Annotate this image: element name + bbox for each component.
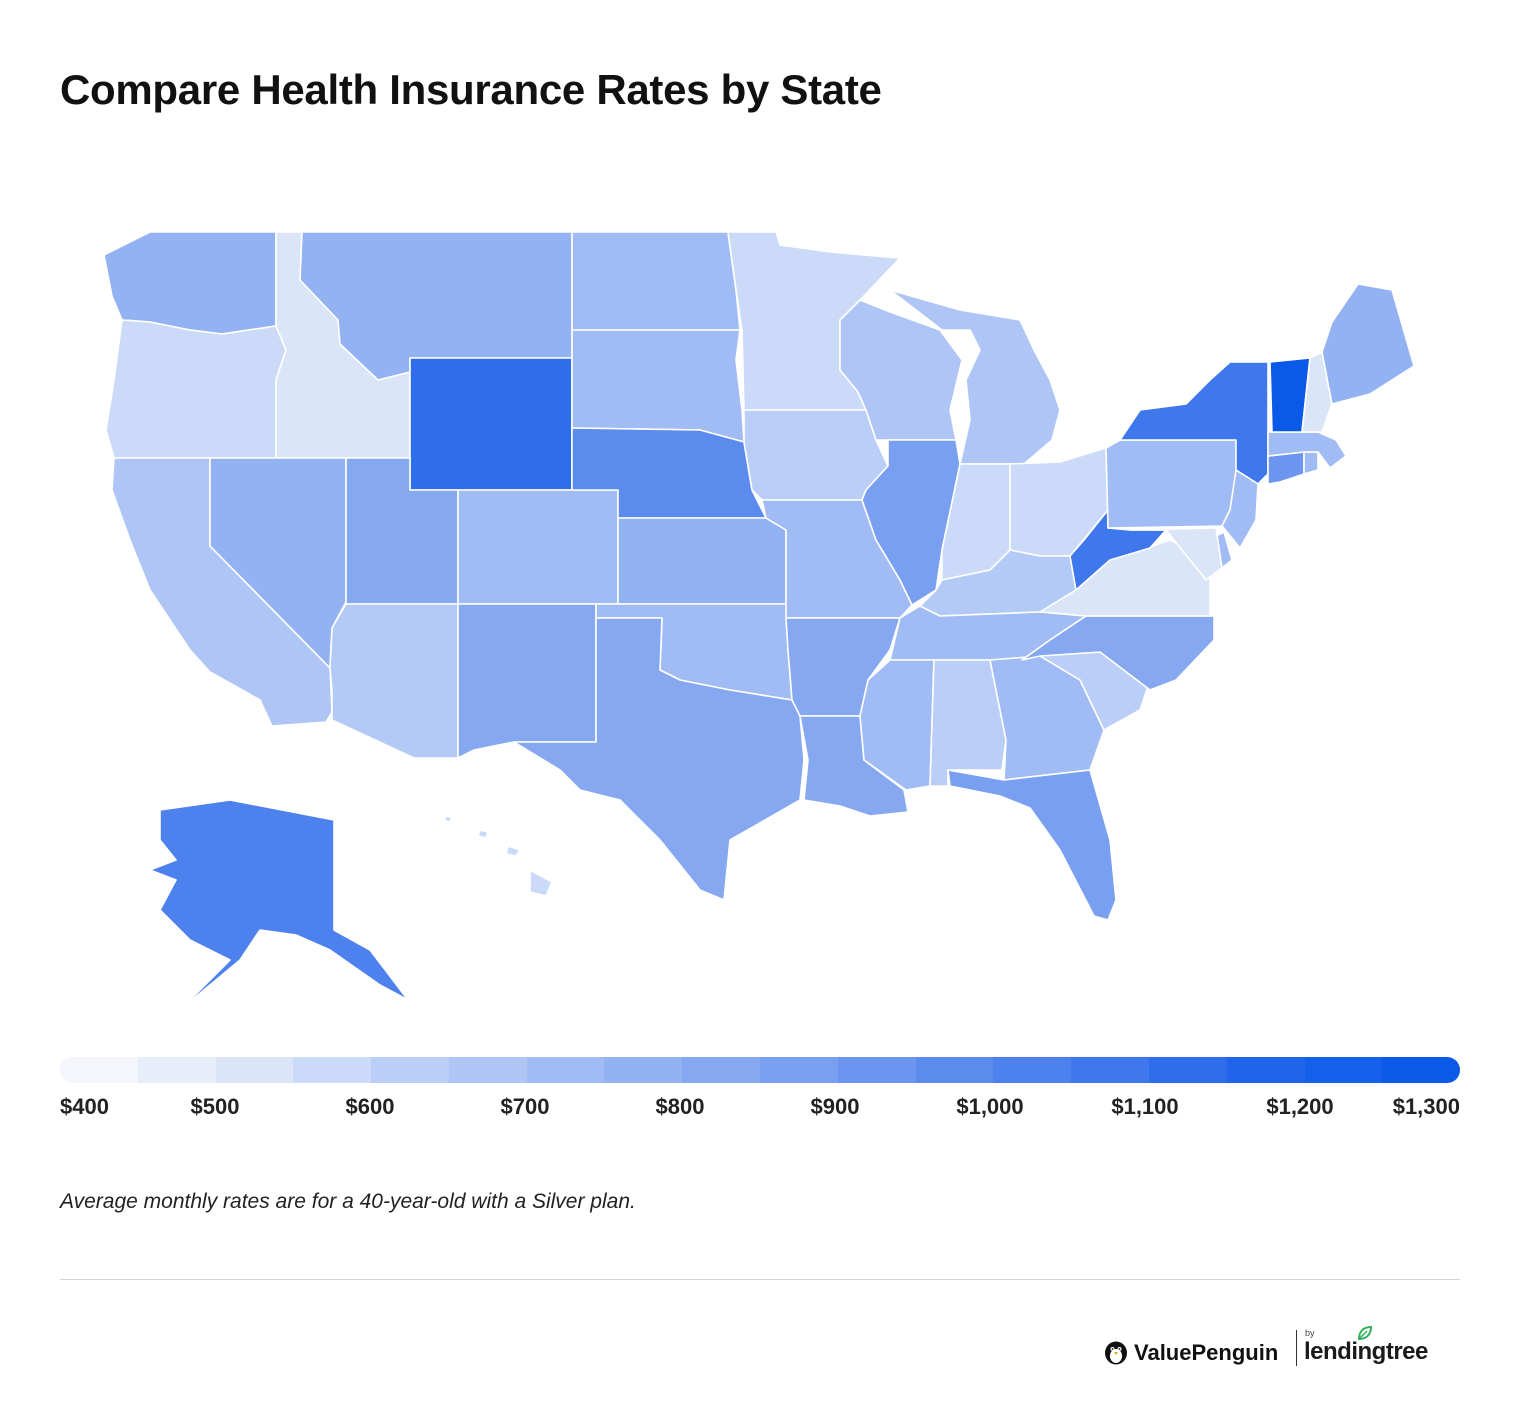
page-title: Compare Health Insurance Rates by State xyxy=(60,66,882,113)
legend-swatch xyxy=(837,1057,916,1083)
legend-swatch xyxy=(1071,1057,1149,1083)
legend-swatch xyxy=(1382,1057,1460,1083)
legend-tick-label: $800 xyxy=(655,1094,705,1119)
divider xyxy=(60,1279,1460,1280)
legend-swatch xyxy=(1148,1057,1227,1083)
us-choropleth-map xyxy=(0,200,1520,1030)
color-scale-legend xyxy=(60,1057,1460,1083)
state-ri[interactable] xyxy=(1303,451,1319,475)
legend-swatch xyxy=(526,1057,605,1083)
legend-swatch xyxy=(371,1057,449,1083)
legend-tick-label: $400 xyxy=(60,1094,109,1119)
legend-swatch xyxy=(1304,1057,1383,1083)
legend-tick-label: $1,100 xyxy=(1111,1094,1179,1119)
state-ia[interactable] xyxy=(743,409,889,501)
brand-separator xyxy=(1296,1330,1297,1366)
brand-by: by xyxy=(1305,1328,1315,1338)
legend-tick-label: $900 xyxy=(810,1094,860,1119)
state-ny[interactable] xyxy=(1119,361,1269,485)
legend-swatch xyxy=(1226,1057,1305,1083)
footnote: Average monthly rates are for a 40-year-… xyxy=(60,1190,636,1213)
state-nj[interactable] xyxy=(1221,469,1259,549)
state-nm[interactable] xyxy=(457,603,597,759)
legend-swatch xyxy=(915,1057,994,1083)
state-wy[interactable] xyxy=(409,357,573,491)
brand-logo: ValuePenguin by lendingtree xyxy=(1100,1325,1460,1375)
state-hi[interactable] xyxy=(443,815,553,897)
state-me[interactable] xyxy=(1321,283,1415,405)
state-nc[interactable] xyxy=(1021,615,1215,691)
state-ks[interactable] xyxy=(617,517,787,605)
state-md[interactable] xyxy=(1129,527,1223,581)
legend-swatch xyxy=(60,1057,138,1083)
leaf-icon xyxy=(1357,1325,1373,1341)
legend-tick-label: $1,200 xyxy=(1266,1094,1334,1119)
state-pa[interactable] xyxy=(1105,439,1239,529)
state-sd[interactable] xyxy=(571,329,745,443)
state-nd[interactable] xyxy=(571,231,741,331)
state-fl[interactable] xyxy=(947,769,1117,921)
state-co[interactable] xyxy=(457,489,619,605)
legend-labels: $400 $500 $600 $700 $800 $900 $1,000 $1,100 $1,2… xyxy=(60,1094,1460,1124)
legend-tick-label: $1,000 xyxy=(956,1094,1024,1119)
legend-swatch xyxy=(604,1057,683,1083)
lendingtree-wordmark: lendingtree xyxy=(1304,1338,1428,1365)
state-ak[interactable] xyxy=(149,799,409,1011)
state-nh[interactable] xyxy=(1301,351,1333,433)
legend-swatch xyxy=(448,1057,527,1083)
state-or[interactable] xyxy=(105,319,287,459)
state-wa[interactable] xyxy=(103,231,277,335)
state-ma[interactable] xyxy=(1267,431,1347,469)
legend-tick-label: $700 xyxy=(500,1094,550,1119)
valuepenguin-wordmark: ValuePenguin xyxy=(1134,1340,1279,1365)
state-ct[interactable] xyxy=(1267,451,1305,485)
legend-tick-label: $1,300 xyxy=(1392,1094,1460,1119)
state-az[interactable] xyxy=(329,603,459,759)
legend-swatch xyxy=(993,1057,1072,1083)
penguin-icon xyxy=(1105,1341,1127,1365)
legend-swatch xyxy=(293,1057,372,1083)
legend-swatch xyxy=(682,1057,761,1083)
state-tx[interactable] xyxy=(513,617,805,901)
legend-swatch xyxy=(137,1057,216,1083)
legend-tick-label: $600 xyxy=(345,1094,395,1119)
legend-swatch xyxy=(215,1057,294,1083)
legend-swatch xyxy=(760,1057,838,1083)
legend-tick-label: $500 xyxy=(190,1094,240,1119)
